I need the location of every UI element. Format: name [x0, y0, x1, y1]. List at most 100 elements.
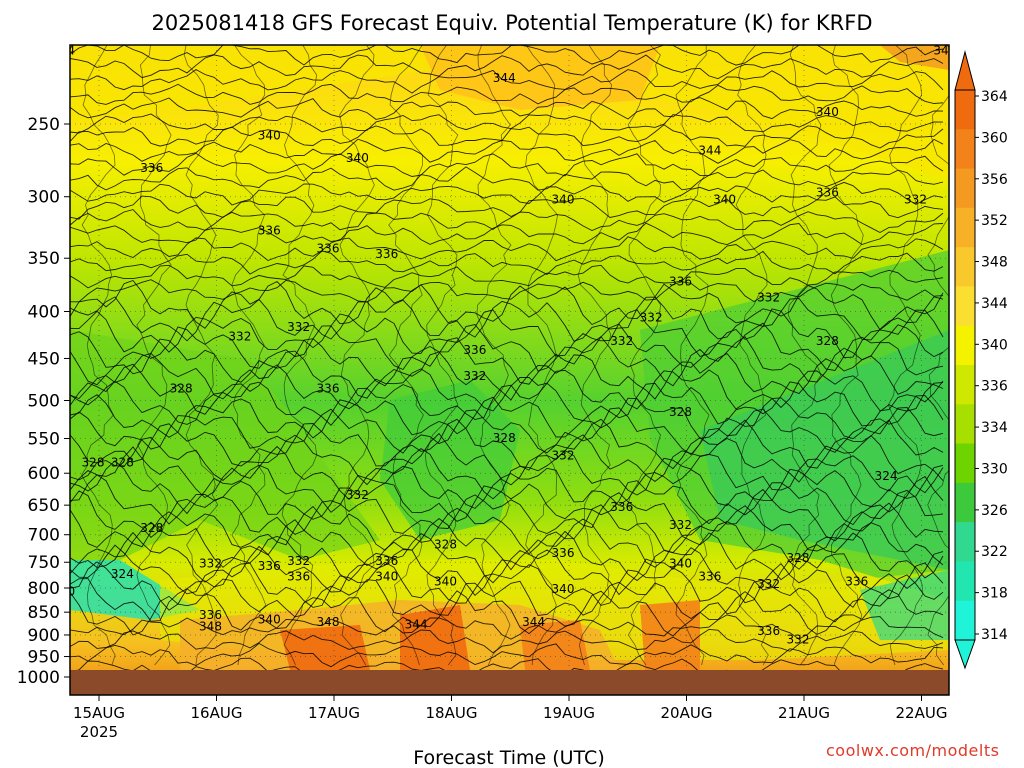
colorbar-label: 344	[981, 296, 1008, 312]
contour-label: 340	[346, 151, 369, 165]
contour-line	[81, 45, 116, 666]
contour-line	[388, 45, 424, 666]
contour-line	[70, 589, 944, 637]
colorbar-label: 364	[981, 89, 1008, 105]
contour-label: 340	[375, 569, 398, 583]
x-tick-label: 15AUG	[73, 704, 125, 722]
contour-line	[70, 308, 944, 359]
contour-line	[136, 45, 172, 666]
x-tick-label: 17AUG	[308, 704, 360, 722]
colorbar-segment	[955, 443, 975, 484]
colorbar-segment	[955, 90, 975, 130]
contour-line	[70, 530, 944, 584]
contour-label: 336	[317, 381, 340, 395]
contour-line	[281, 45, 318, 666]
contour-line	[627, 45, 662, 666]
contour-line	[70, 474, 944, 526]
contour-line	[70, 296, 944, 342]
contour-line	[577, 45, 613, 666]
colorbar-label: 348	[981, 255, 1008, 271]
contour-label: 340	[816, 105, 839, 119]
colorbar-segment	[955, 129, 975, 170]
contour-label: 324	[111, 567, 134, 581]
contour-line	[70, 113, 944, 134]
colorbar-frame	[954, 89, 976, 641]
contour-line	[525, 45, 559, 666]
y-tick-label: 450	[28, 349, 60, 369]
x-axis-label: Forecast Time (UTC)	[413, 747, 604, 768]
contour-label: 336	[287, 569, 310, 583]
contour-line	[70, 350, 944, 401]
y-tick-label: 500	[28, 392, 60, 412]
colorbar-segment	[955, 600, 975, 641]
colorbar-label: 360	[981, 130, 1008, 146]
x-tick-label: 18AUG	[426, 704, 478, 722]
contour-label: 328	[111, 456, 134, 470]
contour-label: 348	[199, 620, 222, 634]
contour-line	[70, 432, 944, 486]
colorbar-label: 330	[981, 461, 1008, 477]
contour-label: 340	[552, 192, 575, 206]
contour-line	[70, 209, 944, 234]
colorbar-segment	[955, 286, 975, 327]
field-region	[70, 330, 380, 560]
y-tick-label: 700	[28, 526, 60, 546]
contour-line	[735, 45, 769, 666]
contour-label: 340	[713, 192, 736, 206]
chart-title: 2025081418 GFS Forecast Equiv. Potential…	[151, 11, 872, 35]
colorbar-label: 352	[981, 213, 1008, 229]
contour-label: 336	[552, 546, 575, 560]
contour-label: 340	[258, 129, 281, 143]
contour-line	[70, 628, 944, 654]
contour-label: 332	[287, 554, 310, 568]
contour-label: 344	[493, 71, 516, 85]
colorbar-segment	[955, 561, 975, 602]
contour-label: 340	[258, 613, 281, 627]
contour-line	[70, 657, 944, 676]
contour-label: 336	[669, 275, 692, 289]
time-axis: 15AUG 16AUG 17AUG 18AUG 19AUG 20AUG 21AUG 22AUG…	[73, 695, 947, 741]
y-tick-label: 1000	[17, 668, 60, 688]
contour-lines	[70, 45, 949, 683]
contour-line	[70, 45, 944, 66]
colorbar-segment	[955, 482, 975, 523]
contour-line	[70, 166, 944, 191]
contour-line	[70, 614, 944, 640]
colorbar-segment	[955, 207, 975, 248]
contour-label: 340	[434, 574, 457, 588]
contour-line	[70, 97, 944, 120]
contour-label: 328	[669, 405, 692, 419]
y-tick-label: 800	[28, 579, 60, 599]
field-region	[400, 605, 470, 670]
colorbar-segment	[955, 168, 975, 209]
contour-line	[70, 279, 944, 331]
x-tick-label: 22AUG	[896, 704, 948, 722]
contour-line	[70, 418, 944, 471]
contour-label: 344	[405, 617, 428, 631]
contour-line	[887, 45, 923, 666]
contour-label: 344	[933, 43, 956, 57]
field-region	[70, 45, 949, 180]
contour-line	[231, 45, 267, 666]
contour-line	[70, 195, 944, 220]
contour-line	[70, 502, 944, 555]
contour-line	[339, 45, 375, 666]
contour-label: 328	[493, 431, 516, 445]
contour-label: 320	[52, 584, 75, 598]
y-tick-label: 750	[28, 553, 60, 573]
contour-label: 328	[82, 456, 105, 470]
contour-line	[70, 460, 944, 515]
x-tick-label: 20AUG	[661, 704, 713, 722]
contour-label: 332	[199, 557, 222, 571]
contour-label: 332	[228, 329, 251, 343]
y-tick-label: 950	[28, 648, 60, 668]
dotted-grid	[70, 45, 949, 695]
contour-label: 340	[669, 557, 692, 571]
contour-label: 344	[698, 144, 721, 158]
contour-label: 332	[287, 320, 310, 334]
contour-label: 336	[140, 161, 163, 175]
colorbar-bottom-arrow	[954, 639, 976, 670]
colorbar-label: 326	[981, 503, 1008, 519]
colorbar-label: 322	[981, 544, 1008, 560]
